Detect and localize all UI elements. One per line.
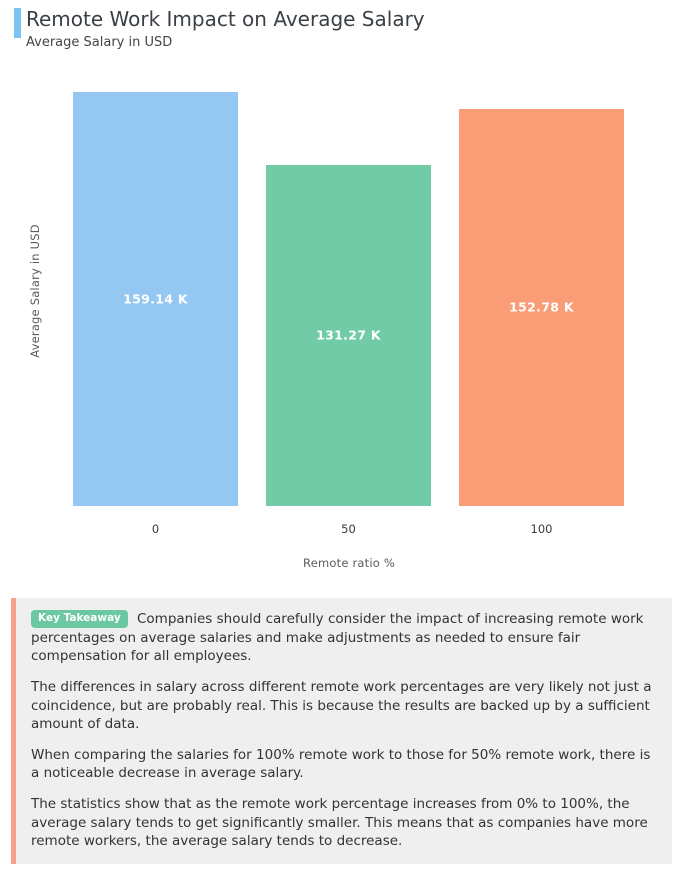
- chart-subtitle: Average Salary in USD: [26, 35, 173, 50]
- takeaway-text: Companies should carefully consider the …: [31, 611, 644, 665]
- plot-area: 159.14 K 0 131.27 K 50 152.78 K 100: [73, 77, 625, 536]
- bar-column: 152.78 K 100: [459, 77, 624, 536]
- title-accent-bar: [14, 8, 21, 38]
- takeaway-paragraph: When comparing the salaries for 100% rem…: [31, 746, 651, 782]
- bar-remote-100[interactable]: 152.78 K: [459, 108, 624, 506]
- chart-title: Remote Work Impact on Average Salary: [26, 7, 425, 31]
- bar-remote-0[interactable]: 159.14 K: [73, 92, 238, 506]
- key-takeaway-box: Key Takeaway Companies should carefully …: [11, 598, 672, 864]
- x-tick-label: 50: [341, 522, 356, 536]
- bar-value-label: 159.14 K: [123, 291, 188, 307]
- x-tick-label: 100: [530, 522, 553, 536]
- takeaway-paragraph: Key Takeaway Companies should carefully …: [31, 610, 656, 666]
- bar-column: 159.14 K 0: [73, 77, 238, 536]
- bar-column: 131.27 K 50: [266, 77, 431, 536]
- bar-value-label: 152.78 K: [509, 299, 574, 315]
- x-tick-label: 0: [151, 522, 160, 536]
- key-takeaway-badge: Key Takeaway: [31, 610, 128, 628]
- y-axis-title: Average Salary in USD: [28, 224, 42, 358]
- takeaway-paragraph: The statistics show that as the remote w…: [31, 796, 648, 850]
- x-axis-title: Remote ratio %: [303, 556, 395, 570]
- bar-remote-50[interactable]: 131.27 K: [266, 164, 431, 506]
- bar-value-label: 131.27 K: [316, 327, 381, 343]
- chart-header: Remote Work Impact on Average Salary Ave…: [14, 7, 425, 50]
- takeaway-paragraph: The differences in salary across differe…: [31, 678, 652, 733]
